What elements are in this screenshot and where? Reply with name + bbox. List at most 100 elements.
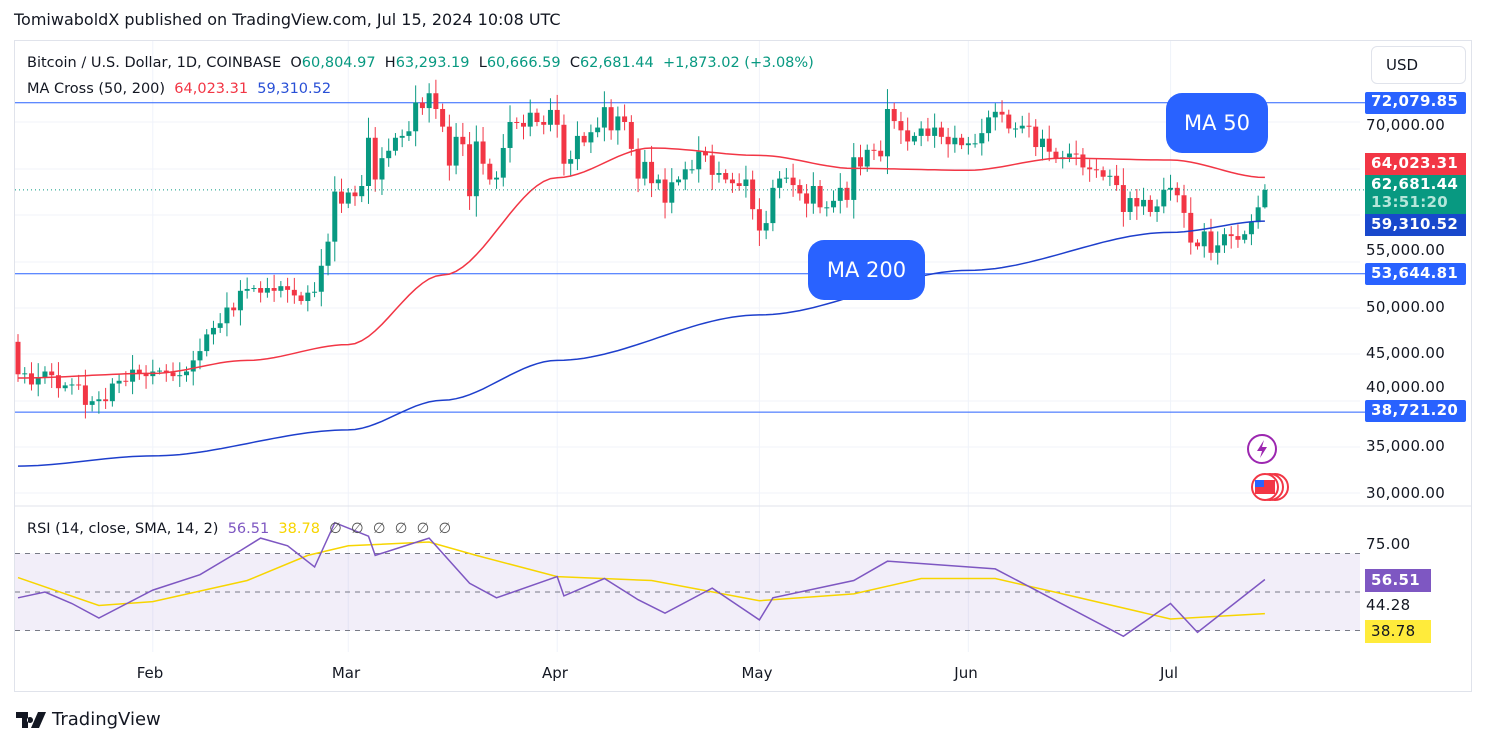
candle-body bbox=[157, 370, 163, 372]
candle-body bbox=[136, 369, 142, 374]
candle-body bbox=[42, 371, 48, 378]
candle-body bbox=[55, 375, 61, 389]
na-values: ∅ ∅ ∅ ∅ ∅ ∅ bbox=[329, 521, 452, 537]
candle-body bbox=[352, 192, 358, 197]
candle-body bbox=[1100, 170, 1106, 177]
candle-body bbox=[365, 137, 371, 186]
candle-body bbox=[487, 163, 493, 180]
rsi-legend[interactable]: RSI (14, close, SMA, 14, 2) 56.51 38.78 … bbox=[27, 521, 451, 537]
candle-body bbox=[1242, 234, 1248, 240]
candle-body bbox=[1087, 167, 1093, 170]
candle-body bbox=[1215, 245, 1221, 253]
ma50-callout[interactable]: MA 50 bbox=[1166, 93, 1268, 153]
candle-body bbox=[298, 295, 304, 302]
candle-body bbox=[743, 179, 749, 186]
candle-body bbox=[1039, 138, 1045, 148]
y-tick: 30,000.00 bbox=[1366, 484, 1446, 502]
candle-body bbox=[22, 373, 28, 375]
x-tick: Apr bbox=[542, 664, 568, 682]
candle-body bbox=[831, 200, 837, 208]
candle-body bbox=[918, 128, 924, 136]
candle-body bbox=[1120, 185, 1126, 212]
candle-body bbox=[905, 130, 911, 142]
candle-body bbox=[494, 177, 500, 180]
candle-body bbox=[1127, 198, 1133, 212]
candle-body bbox=[251, 288, 257, 290]
tradingview-logo[interactable]: TradingView bbox=[16, 709, 161, 730]
candle-body bbox=[635, 148, 641, 179]
candle-body bbox=[406, 131, 412, 136]
candle-body bbox=[197, 351, 203, 361]
candle-body bbox=[143, 373, 149, 377]
candle-body bbox=[1174, 187, 1180, 196]
ma-legend[interactable]: MA Cross (50, 200) 64,023.31 59,310.52 bbox=[27, 81, 331, 97]
candle-body bbox=[419, 102, 425, 109]
candle-body bbox=[898, 121, 904, 131]
candle-body bbox=[608, 107, 614, 131]
candle-body bbox=[763, 223, 769, 231]
high-label: H bbox=[384, 55, 396, 71]
candle-body bbox=[999, 111, 1005, 115]
x-tick: Mar bbox=[331, 664, 361, 682]
candle-body bbox=[770, 187, 776, 224]
candle-body bbox=[824, 207, 830, 209]
low-value: 60,666.59 bbox=[486, 55, 561, 71]
brand-name: TradingView bbox=[52, 709, 161, 730]
ma200-value: 59,310.52 bbox=[257, 81, 332, 97]
candle-body bbox=[82, 385, 88, 405]
lightning-glyph bbox=[1257, 440, 1267, 458]
ma200-callout[interactable]: MA 200 bbox=[808, 240, 925, 300]
candle-body bbox=[541, 122, 547, 125]
candle-body bbox=[521, 122, 526, 127]
candle-body bbox=[291, 289, 297, 296]
candle-body bbox=[345, 192, 351, 204]
candle-body bbox=[258, 288, 264, 293]
candle-body bbox=[1248, 222, 1254, 235]
candle-body bbox=[938, 127, 944, 137]
candle-body bbox=[332, 191, 338, 242]
candle-body bbox=[1114, 175, 1120, 186]
candle-body bbox=[864, 149, 870, 167]
bar-countdown: 13:51:20 bbox=[1371, 193, 1449, 211]
candle-body bbox=[568, 159, 574, 164]
candle-body bbox=[588, 132, 594, 143]
ma50-line bbox=[18, 147, 1265, 379]
rsi-tag: 56.51 bbox=[1365, 569, 1431, 592]
candle-body bbox=[696, 151, 702, 170]
candle-body bbox=[1019, 125, 1025, 129]
symbol-legend: Bitcoin / U.S. Dollar, 1D, COINBASE O60,… bbox=[27, 55, 814, 71]
change-value: +1,873.02 (+3.08%) bbox=[662, 55, 814, 71]
candle-body bbox=[123, 380, 129, 382]
candle-body bbox=[217, 323, 223, 328]
candle-body bbox=[325, 241, 331, 266]
candle-body bbox=[858, 157, 863, 167]
currency-button[interactable]: USD bbox=[1371, 46, 1466, 84]
candle-body bbox=[1013, 128, 1019, 130]
candle-body bbox=[1161, 189, 1167, 207]
candle-body bbox=[911, 135, 917, 142]
x-tick: Jun bbox=[954, 664, 978, 682]
candle-body bbox=[453, 136, 459, 166]
candle-body bbox=[1073, 153, 1079, 155]
candle-body bbox=[514, 122, 520, 123]
hline-mid-tag: 53,644.81 bbox=[1365, 263, 1466, 285]
close-label: C bbox=[569, 55, 580, 71]
candle-body bbox=[109, 383, 115, 402]
candle-body bbox=[1026, 125, 1032, 127]
candle-body bbox=[76, 384, 82, 386]
chart-frame bbox=[14, 40, 1472, 692]
candle-body bbox=[884, 109, 890, 157]
candle-body bbox=[547, 109, 553, 125]
candle-body bbox=[473, 141, 479, 197]
candle-body bbox=[851, 157, 857, 200]
y-tick: 40,000.00 bbox=[1366, 378, 1446, 396]
open-label: O bbox=[290, 55, 302, 71]
candle-body bbox=[500, 147, 506, 178]
candle-body bbox=[891, 109, 897, 122]
candle-body bbox=[170, 372, 176, 377]
candle-body bbox=[49, 371, 55, 376]
candle-body bbox=[1134, 198, 1140, 207]
low-label: L bbox=[478, 55, 487, 71]
candle-body bbox=[777, 178, 783, 188]
